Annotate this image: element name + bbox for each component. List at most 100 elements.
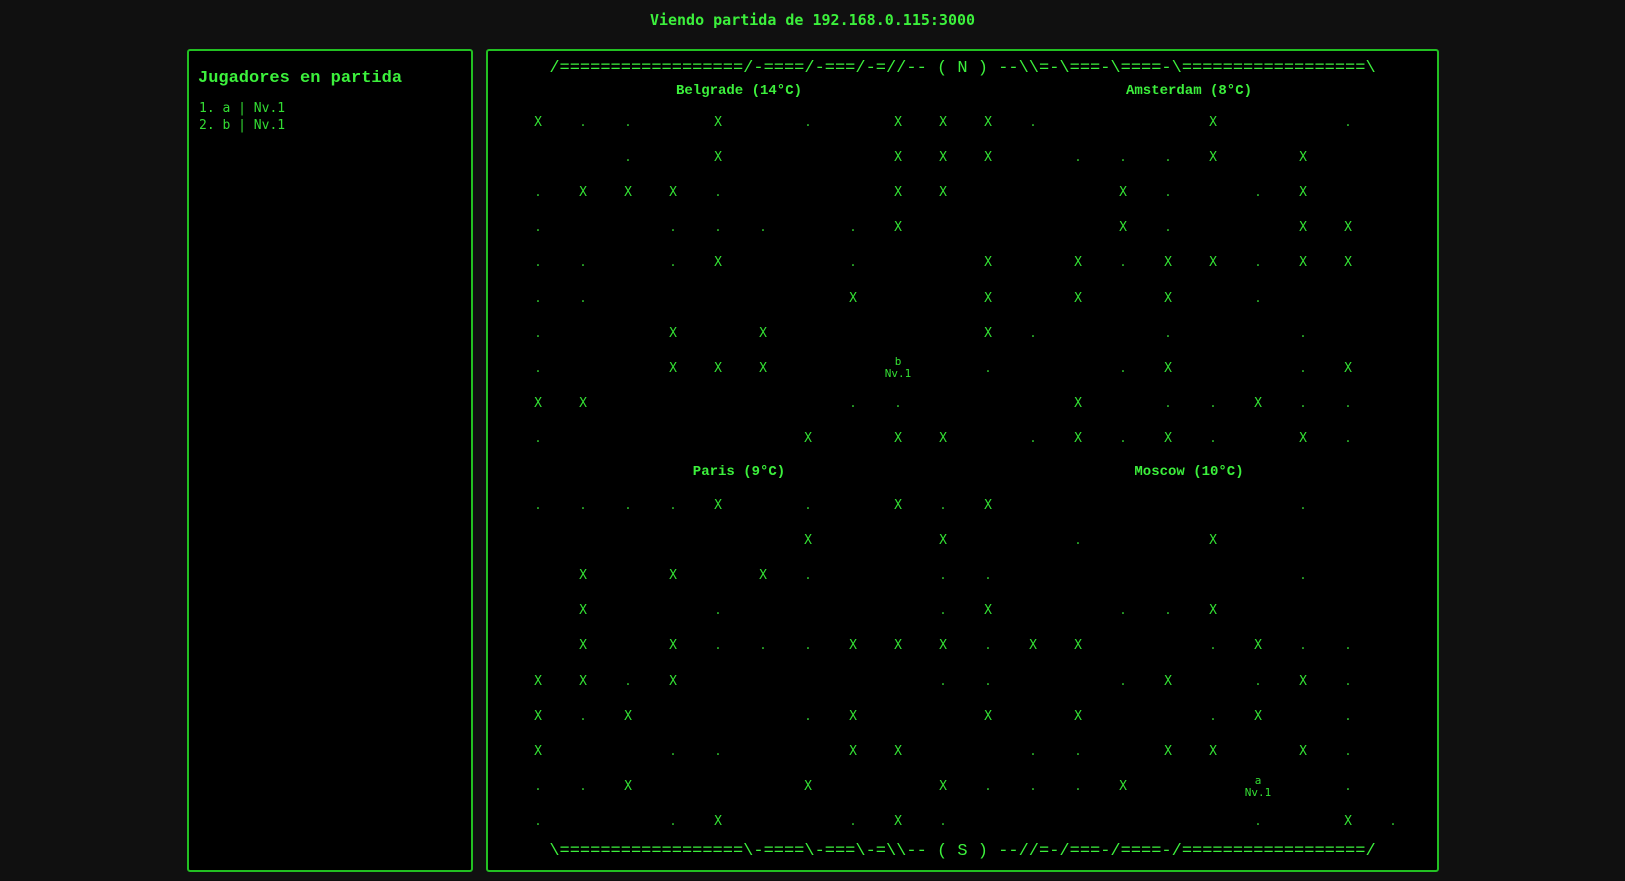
free-cell: . xyxy=(1119,431,1127,446)
blocked-cell: X xyxy=(1299,431,1307,447)
city-label-paris: Paris (9°C) xyxy=(692,464,786,480)
blocked-cell: X xyxy=(1209,149,1217,165)
blocked-cell: X xyxy=(579,567,587,583)
free-cell: . xyxy=(1299,325,1307,340)
blocked-cell: X xyxy=(1074,255,1082,271)
free-cell: . xyxy=(624,673,632,688)
city-label-amsterdam: Amsterdam (8°C) xyxy=(1125,83,1253,99)
free-cell: . xyxy=(534,431,542,446)
blocked-cell: X xyxy=(624,184,632,200)
players-list: 1. a | Nv.1 2. b | Nv.1 xyxy=(189,100,471,134)
player-marker-level: Nv.1 xyxy=(1244,785,1272,799)
free-cell: . xyxy=(579,255,587,270)
free-cell: . xyxy=(1299,396,1307,411)
blocked-cell: X xyxy=(669,184,677,200)
free-cell: . xyxy=(939,673,947,688)
blocked-cell: X xyxy=(714,814,722,830)
blocked-cell: X xyxy=(939,149,947,165)
free-cell: . xyxy=(714,603,722,618)
blocked-cell: X xyxy=(894,220,902,236)
free-cell: . xyxy=(1164,325,1172,340)
free-cell: . xyxy=(714,743,722,758)
blocked-cell: X xyxy=(1299,255,1307,271)
blocked-cell: X xyxy=(984,603,992,619)
blocked-cell: X xyxy=(1119,184,1127,200)
free-cell: . xyxy=(759,638,767,653)
blocked-cell: X xyxy=(1119,779,1127,795)
player-marker-name: b xyxy=(894,355,902,369)
blocked-cell: X xyxy=(669,673,677,689)
blocked-cell: X xyxy=(1074,638,1082,654)
free-cell: . xyxy=(669,814,677,829)
free-cell: . xyxy=(1299,567,1307,582)
free-cell: . xyxy=(984,673,992,688)
blocked-cell: X xyxy=(1209,255,1217,271)
free-cell: . xyxy=(534,184,542,199)
free-cell: . xyxy=(849,396,857,411)
free-cell: . xyxy=(804,708,812,723)
free-cell: . xyxy=(1344,431,1352,446)
blocked-cell: X xyxy=(534,673,542,689)
free-cell: . xyxy=(1029,779,1037,794)
free-cell: . xyxy=(1029,325,1037,340)
blocked-cell: X xyxy=(939,779,947,795)
blocked-cell: X xyxy=(534,743,542,759)
blocked-cell: X xyxy=(759,360,767,376)
blocked-cell: X xyxy=(669,360,677,376)
free-cell: . xyxy=(624,114,632,129)
blocked-cell: X xyxy=(759,567,767,583)
free-cell: . xyxy=(1254,290,1262,305)
free-cell: . xyxy=(669,497,677,512)
blocked-cell: X xyxy=(1209,532,1217,548)
blocked-cell: X xyxy=(1209,114,1217,130)
blocked-cell: X xyxy=(849,638,857,654)
blocked-cell: X xyxy=(669,325,677,341)
blocked-cell: X xyxy=(1074,396,1082,412)
blocked-cell: X xyxy=(1344,360,1352,376)
blocked-cell: X xyxy=(1344,255,1352,271)
blocked-cell: X xyxy=(1299,184,1307,200)
free-cell: . xyxy=(1029,743,1037,758)
blocked-cell: X xyxy=(624,779,632,795)
free-cell: . xyxy=(579,114,587,129)
free-cell: . xyxy=(714,220,722,235)
blocked-cell: X xyxy=(1164,255,1172,271)
free-cell: . xyxy=(804,638,812,653)
free-cell: . xyxy=(849,814,857,829)
free-cell: . xyxy=(1164,603,1172,618)
free-cell: . xyxy=(534,497,542,512)
city-label-moscow: Moscow (10°C) xyxy=(1134,464,1244,480)
free-cell: . xyxy=(669,255,677,270)
free-cell: . xyxy=(1299,638,1307,653)
free-cell: . xyxy=(1119,673,1127,688)
free-cell: . xyxy=(579,779,587,794)
blocked-cell: X xyxy=(1119,220,1127,236)
blocked-cell: X xyxy=(1299,673,1307,689)
blocked-cell: X xyxy=(849,290,857,306)
free-cell: . xyxy=(579,708,587,723)
free-cell: . xyxy=(669,220,677,235)
free-cell: . xyxy=(1029,431,1037,446)
free-cell: . xyxy=(984,567,992,582)
free-cell: . xyxy=(1209,638,1217,653)
blocked-cell: X xyxy=(1254,708,1262,724)
blocked-cell: X xyxy=(1344,814,1352,830)
free-cell: . xyxy=(804,114,812,129)
free-cell: . xyxy=(624,497,632,512)
free-cell: . xyxy=(1389,814,1397,829)
blocked-cell: X xyxy=(984,497,992,513)
free-cell: . xyxy=(1074,743,1082,758)
blocked-cell: X xyxy=(1164,290,1172,306)
free-cell: . xyxy=(759,220,767,235)
free-cell: . xyxy=(984,638,992,653)
free-cell: . xyxy=(1074,149,1082,164)
blocked-cell: X xyxy=(894,431,902,447)
free-cell: . xyxy=(1254,255,1262,270)
blocked-cell: X xyxy=(714,255,722,271)
free-cell: . xyxy=(849,220,857,235)
blocked-cell: X xyxy=(894,184,902,200)
free-cell: . xyxy=(804,567,812,582)
free-cell: . xyxy=(804,497,812,512)
blocked-cell: X xyxy=(759,325,767,341)
free-cell: . xyxy=(534,360,542,375)
